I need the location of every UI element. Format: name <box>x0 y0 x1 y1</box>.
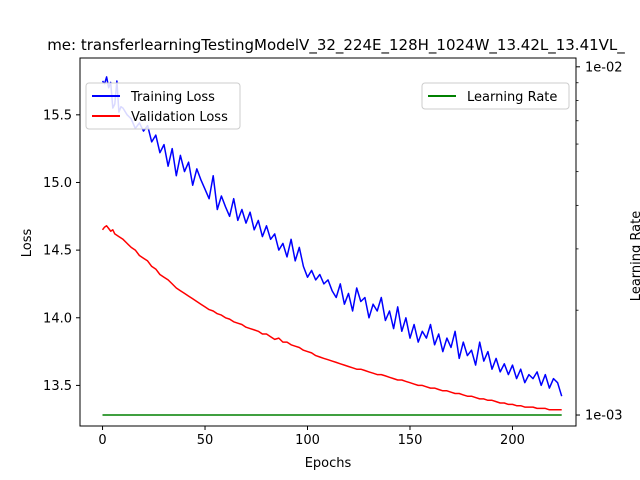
legend-right-box <box>421 82 570 110</box>
y-right-axis-label: Learning Rate <box>629 211 640 301</box>
x-tick-label: 100 <box>295 433 320 448</box>
x-axis-ticks: 0 50 100 150 200 <box>98 426 525 448</box>
y-tick-label: 15.0 <box>43 176 72 191</box>
x-tick-label: 150 <box>398 433 423 448</box>
y-axis-label: Loss <box>20 229 35 258</box>
x-axis-label: Epochs <box>305 456 352 471</box>
series-training-loss-line <box>101 76 563 397</box>
y-right-tick-label: 1e-03 <box>585 409 623 424</box>
plot-lines <box>101 76 563 416</box>
legend-training-loss-label: Training Loss <box>130 90 215 105</box>
legend-learning-rate-label: Learning Rate <box>467 90 557 105</box>
plot-frame <box>79 57 577 427</box>
y-tick-label: 13.5 <box>43 379 72 394</box>
legend-left-box <box>85 82 241 130</box>
y-axis-ticks: 13.5 14.0 14.5 15.0 15.5 <box>43 108 80 394</box>
y-tick-label: 14.0 <box>43 311 72 326</box>
x-tick-label: 50 <box>197 433 214 448</box>
y-right-axis-ticks: 1e-03 1e-02 <box>576 60 623 424</box>
legend-left: Training Loss Validation Loss <box>85 82 241 130</box>
y-tick-label: 14.5 <box>43 244 72 259</box>
series-validation-loss-line <box>101 225 562 411</box>
legend-validation-loss-label: Validation Loss <box>131 110 228 125</box>
legend-right: Learning Rate <box>421 82 570 110</box>
y-tick-label: 15.5 <box>43 108 72 123</box>
y-right-tick-label: 1e-02 <box>585 60 623 75</box>
chart-title: me: transferlearningTestingModelV_32_224… <box>47 36 625 55</box>
x-tick-label: 0 <box>98 433 106 448</box>
x-tick-label: 200 <box>500 433 525 448</box>
